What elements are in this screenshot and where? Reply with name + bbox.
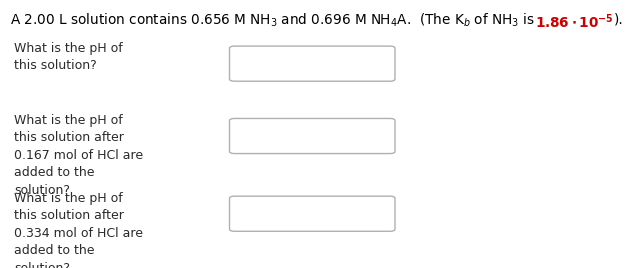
Text: $\mathbf{1.86 \cdot 10^{-5}}$: $\mathbf{1.86 \cdot 10^{-5}}$ (534, 12, 614, 31)
Text: ).: ). (614, 12, 623, 26)
Text: What is the pH of
this solution?: What is the pH of this solution? (14, 42, 123, 72)
FancyBboxPatch shape (230, 118, 395, 154)
Text: A 2.00 L solution contains 0.656 M NH$_3$ and 0.696 M NH$_4$A.  (The K$_b$ of NH: A 2.00 L solution contains 0.656 M NH$_3… (10, 12, 534, 29)
Text: What is the pH of
this solution after
0.167 mol of HCl are
added to the
solution: What is the pH of this solution after 0.… (14, 114, 143, 197)
FancyBboxPatch shape (230, 46, 395, 81)
Text: What is the pH of
this solution after
0.334 mol of HCl are
added to the
solution: What is the pH of this solution after 0.… (14, 192, 143, 268)
FancyBboxPatch shape (230, 196, 395, 231)
